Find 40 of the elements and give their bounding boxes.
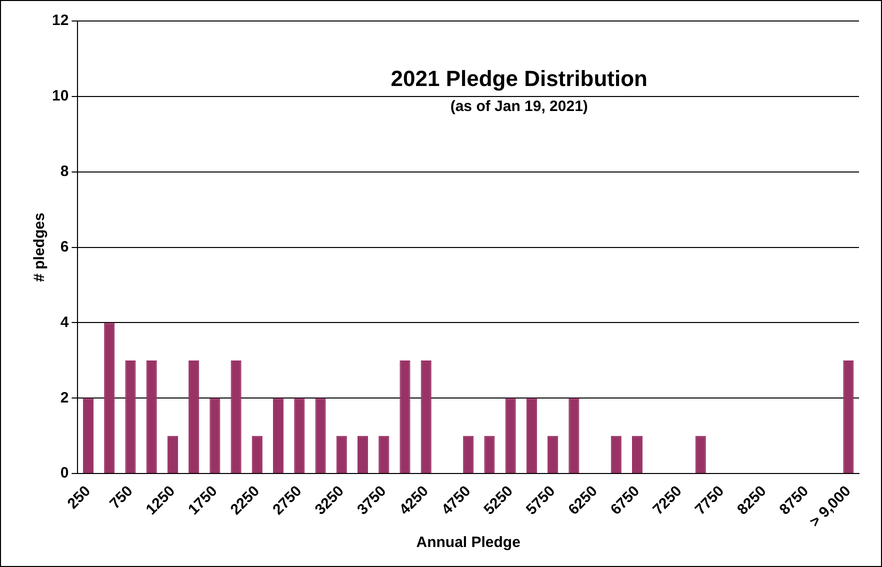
- y-tick-label: 4: [60, 314, 70, 331]
- x-tick-label: 250: [64, 482, 94, 512]
- bar: [252, 436, 262, 474]
- bar: [378, 436, 390, 474]
- bar: [336, 436, 347, 474]
- bar: [420, 360, 432, 474]
- y-tick-label: 12: [52, 12, 69, 30]
- bar: [843, 360, 854, 474]
- bar: [463, 436, 474, 474]
- bar: [632, 436, 643, 474]
- text: 2021 Pledge Distribution: [390, 66, 648, 91]
- bar: [146, 360, 157, 474]
- bar: [315, 398, 326, 474]
- bar: [484, 436, 495, 474]
- bar: [125, 360, 136, 474]
- x-tick-label: 750: [106, 482, 136, 512]
- bar: [400, 360, 410, 474]
- bar: [695, 436, 706, 474]
- text: (as of Jan 19, 2021): [450, 98, 588, 116]
- y-axis-title: # pledges: [31, 212, 48, 282]
- x-axis-title: Annual Pledge: [416, 534, 520, 552]
- y-tick-label: 0: [60, 464, 69, 482]
- bar: [294, 398, 305, 474]
- bar: [548, 436, 558, 474]
- y-tick-label: 10: [52, 88, 69, 105]
- bar: [82, 398, 94, 474]
- bar: [210, 398, 220, 474]
- bar: [230, 360, 242, 474]
- bar: [273, 398, 284, 474]
- y-tick-label: 8: [60, 163, 69, 180]
- y-tick-label: 2: [60, 389, 69, 406]
- bar: [505, 398, 516, 474]
- bar: [357, 436, 368, 474]
- bar: [188, 360, 200, 474]
- bar: [104, 322, 115, 474]
- y-tick-label: 6: [60, 238, 69, 256]
- bar: [610, 436, 622, 474]
- bar: [568, 398, 580, 474]
- bar: [167, 436, 178, 474]
- bar: [526, 398, 537, 474]
